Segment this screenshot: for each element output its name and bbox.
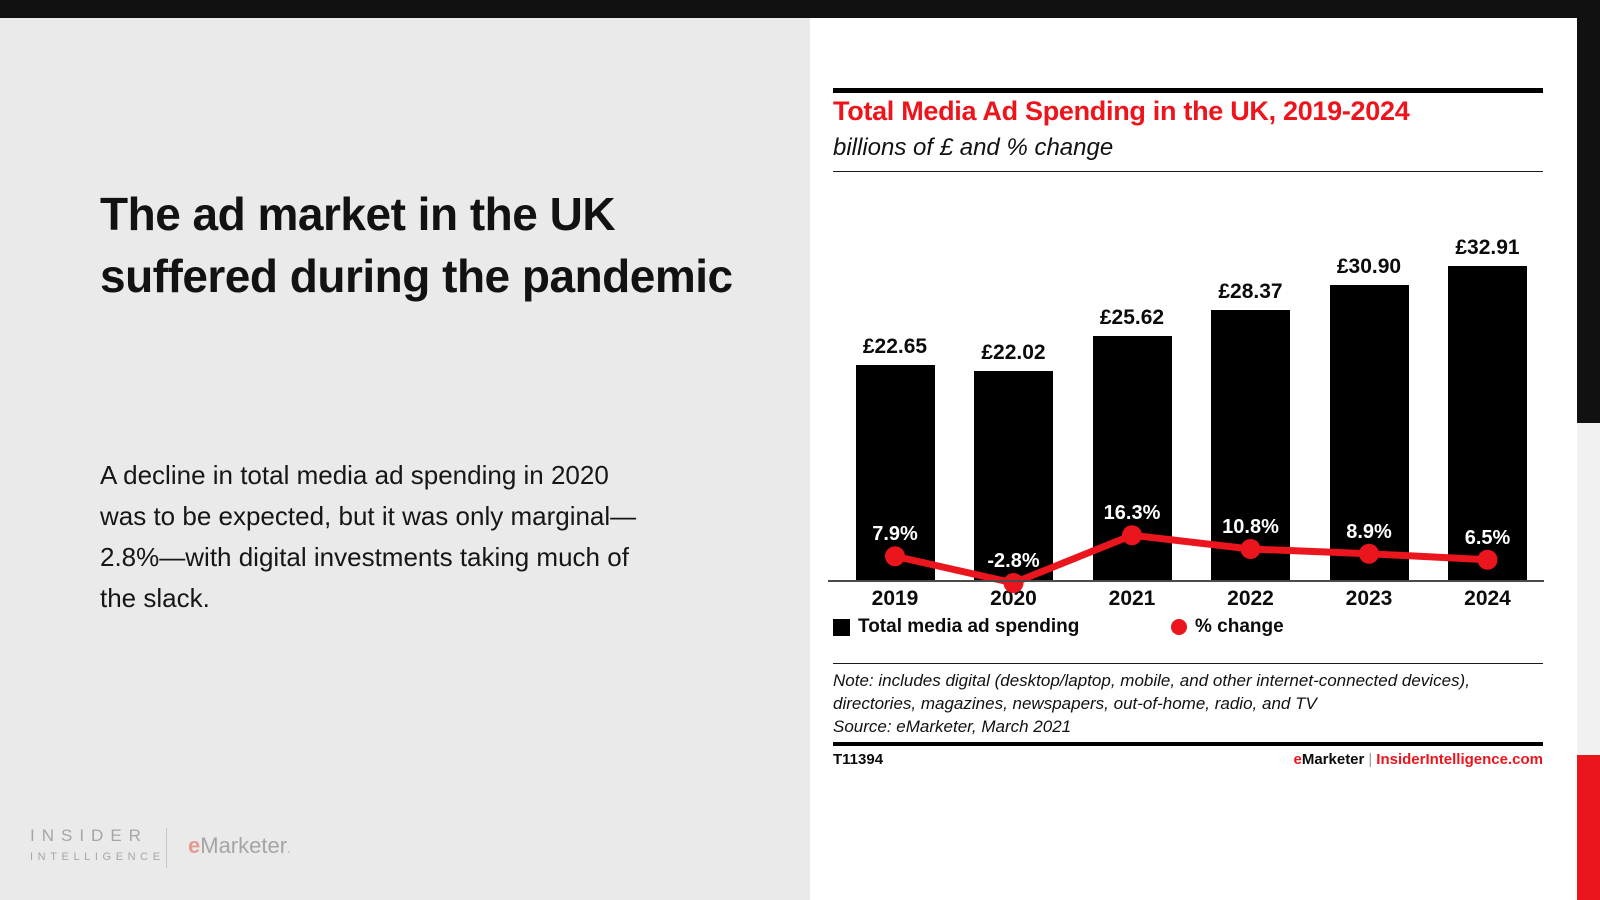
chart-title: Total Media Ad Spending in the UK, 2019-… <box>833 96 1410 126</box>
pct-change-label-2021: 16.3% <box>1103 502 1161 525</box>
x-axis-label-2019: 2019 <box>871 587 919 610</box>
legend-label: % change <box>1195 616 1284 637</box>
slide-headline: The ad market in the UK suffered during … <box>100 188 733 302</box>
chart-source: Source: eMarketer, March 2021 <box>833 717 1072 736</box>
top-black-bar <box>0 0 1600 18</box>
pct-change-line <box>885 525 1498 593</box>
edge-strip-black <box>1577 18 1600 423</box>
bar-2023 <box>1329 285 1409 582</box>
chart-subtitle: billions of £ and % change <box>833 134 1114 161</box>
x-axis-label-2024: 2024 <box>1464 587 1511 610</box>
bar-line-chart: £22.65 2019 £22.02 2020 £25.62 2021 £28.37 2022… <box>828 180 1544 610</box>
slide-body: A decline in total media ad spending in … <box>100 460 637 613</box>
footer-rule <box>833 742 1543 746</box>
bar-2020 <box>974 371 1053 582</box>
footer-brand: eMarketer | InsiderIntelligence.com <box>833 751 1543 768</box>
x-axis-label-2022: 2022 <box>1227 587 1274 610</box>
legend-item-total-media-ad-spending: Total media ad spending <box>833 616 1079 638</box>
chart-id: T11394 <box>833 751 884 768</box>
legend-item-pct-change: % change <box>1171 616 1284 638</box>
emarketer-logo-rest: Marketer <box>200 833 288 858</box>
pct-change-dot-2022 <box>1240 539 1261 559</box>
legend-circle-swatch-icon <box>1171 619 1187 635</box>
pct-change-dot-2023 <box>1359 543 1379 564</box>
chart-note: Note: includes digital (desktop/laptop, … <box>833 671 1470 713</box>
emarketer-logo-dot: . <box>287 840 291 856</box>
bar-value-label-2021: £25.62 <box>1099 306 1165 329</box>
bar-value-label-2024: £32.91 <box>1455 236 1520 259</box>
x-axis-line <box>828 580 1544 582</box>
footer-emarketer-rest: Marketer <box>1301 751 1365 768</box>
pct-change-dot-2020 <box>1003 573 1024 593</box>
logo-divider <box>166 828 167 868</box>
footer-emarketer-e: e <box>1293 751 1302 768</box>
pct-change-label-2023: 8.9% <box>1346 520 1392 543</box>
bar-value-label-2023: £30.90 <box>1336 255 1402 278</box>
chart-legend: Total media ad spending % change <box>833 616 1543 640</box>
bar-value-label-2020: £22.02 <box>981 341 1046 364</box>
edge-strip-red <box>1577 755 1600 900</box>
chart-note-block: Note: includes digital (desktop/laptop, … <box>833 669 1549 738</box>
emarketer-logo: eMarketer. <box>188 833 291 859</box>
bar-2024 <box>1448 266 1527 582</box>
bar-2019 <box>855 365 935 582</box>
footer-divider: | <box>1368 751 1373 768</box>
edge-strip-gray <box>1577 423 1600 755</box>
legend-square-swatch-icon <box>833 618 850 636</box>
note-rule <box>833 663 1543 664</box>
pct-change-label-2024: 6.5% <box>1464 526 1511 549</box>
insider-intelligence-logo: INSIDER INTELLIGENCE <box>30 826 165 874</box>
pct-change-label-2020: -2.8% <box>987 550 1040 572</box>
pct-change-dot-2019 <box>885 546 905 567</box>
insider-logo-line2: INTELLIGENCE <box>30 851 165 863</box>
x-axis-label-2021: 2021 <box>1108 587 1156 610</box>
legend-label: Total media ad spending <box>858 616 1080 637</box>
bar-2022 <box>1211 310 1290 582</box>
bar-value-label-2019: £22.65 <box>862 335 928 358</box>
bar-value-label-2022: £28.37 <box>1218 280 1283 303</box>
pct-change-label-2019: 7.9% <box>872 523 918 546</box>
pct-change-label-2022: 10.8% <box>1222 516 1279 538</box>
footer-site-link[interactable]: InsiderIntelligence.com <box>1376 751 1543 768</box>
x-axis-label-2020: 2020 <box>990 587 1037 610</box>
pct-change-dot-2024 <box>1477 549 1498 570</box>
pct-change-dot-2021 <box>1122 525 1142 546</box>
insider-logo-line1: INSIDER <box>30 826 148 845</box>
left-text-panel <box>0 18 810 900</box>
emarketer-logo-e: e <box>188 833 201 858</box>
chart-header-rule <box>833 171 1543 172</box>
x-axis-label-2023: 2023 <box>1345 587 1393 610</box>
chart-top-rule <box>833 88 1543 93</box>
